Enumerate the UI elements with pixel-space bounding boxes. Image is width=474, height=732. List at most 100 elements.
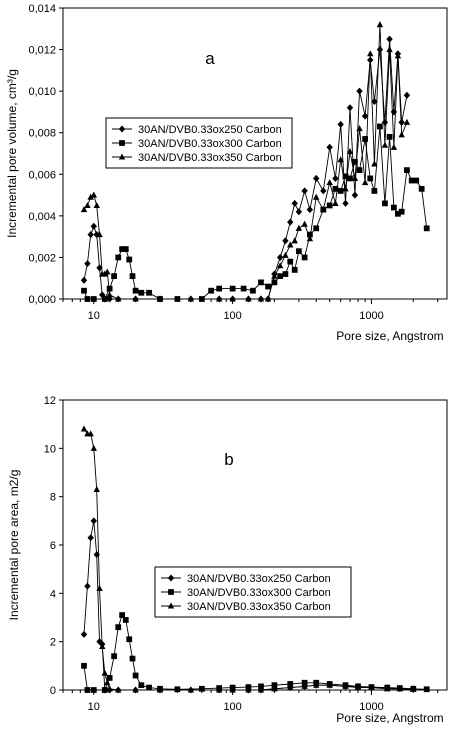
plot-frame	[62, 399, 448, 691]
data-point	[80, 425, 88, 432]
data-point	[215, 686, 223, 693]
y-tick-label: 10	[44, 443, 56, 455]
data-point	[229, 686, 236, 693]
data-point	[337, 156, 344, 163]
data-point	[229, 295, 236, 302]
data-point	[346, 147, 354, 154]
data-point	[351, 191, 359, 199]
data-point	[295, 248, 302, 255]
legend: 30AN/DVB0.33ox250 Carbon 30AN/DVB0.33ox30…	[154, 566, 352, 618]
data-point	[271, 682, 278, 689]
data-point	[306, 206, 314, 214]
y-tick-label: 0,012	[28, 45, 56, 57]
data-point	[276, 253, 284, 261]
data-point	[257, 686, 265, 693]
data-point	[90, 517, 97, 525]
data-point	[119, 246, 126, 252]
data-point	[84, 260, 91, 268]
x-tick-label: 10	[88, 701, 100, 713]
y-tick-label: 8	[50, 492, 56, 504]
data-point	[301, 220, 308, 227]
data-point	[382, 200, 388, 207]
y-tick-label: 4	[50, 588, 56, 600]
data-point	[287, 218, 294, 226]
data-point	[271, 685, 278, 692]
data-point	[398, 208, 405, 215]
data-point	[87, 193, 94, 200]
y-tick-label: 0,014	[28, 3, 56, 15]
x-tick-label: 100	[223, 310, 241, 322]
legend-label: 30AN/DVB0.33ox250 Carbon	[187, 573, 331, 585]
chart-panel-b: 0 2 4 6 8 10 12 10 100 1000 Incremental pore area,…	[7, 395, 448, 725]
data-point	[398, 131, 405, 138]
data-point	[87, 231, 94, 239]
data-point	[423, 686, 430, 693]
data-point	[208, 287, 215, 294]
data-point	[104, 679, 111, 686]
series-2	[81, 612, 430, 693]
data-point	[80, 630, 88, 638]
data-point	[313, 193, 320, 200]
data-point	[384, 685, 391, 692]
data-point	[81, 287, 87, 294]
data-point	[96, 231, 103, 238]
data-point	[80, 206, 88, 213]
data-point	[396, 685, 404, 692]
data-point	[90, 191, 97, 198]
legend-marker	[167, 602, 175, 609]
data-point	[403, 118, 411, 125]
data-point	[101, 669, 108, 676]
data-point	[306, 231, 313, 238]
series-3	[80, 21, 411, 302]
data-point	[282, 237, 289, 245]
data-point	[352, 158, 358, 165]
data-point	[276, 262, 284, 269]
data-point	[146, 289, 152, 296]
data-point	[291, 237, 298, 244]
y-tick-label: 0,006	[28, 169, 56, 181]
data-point	[215, 295, 223, 302]
data-point	[122, 617, 129, 623]
data-point	[240, 285, 247, 292]
y-tick-label: 0	[50, 685, 56, 697]
data-point	[313, 681, 320, 688]
data-point	[84, 687, 91, 693]
data-point	[115, 624, 122, 631]
data-point	[301, 187, 308, 195]
series-line	[83, 614, 427, 691]
data-point	[138, 682, 145, 689]
data-point	[111, 653, 117, 660]
data-point	[282, 251, 289, 258]
data-point	[301, 254, 308, 261]
data-point	[287, 258, 294, 265]
data-point	[376, 21, 384, 28]
data-point	[93, 485, 100, 492]
data-point	[398, 118, 405, 126]
data-point	[332, 199, 339, 206]
data-point	[423, 225, 430, 232]
x-tick-label: 100	[223, 701, 241, 713]
data-point	[115, 686, 122, 693]
legend-marker	[118, 153, 126, 160]
data-point	[403, 91, 411, 99]
data-point	[115, 254, 122, 261]
data-point	[291, 199, 298, 207]
data-point	[84, 296, 91, 302]
panel-label: b	[224, 450, 233, 469]
data-point	[106, 295, 113, 303]
data-point	[277, 273, 284, 280]
data-point	[390, 143, 398, 150]
data-point	[326, 202, 333, 209]
data-point	[332, 185, 339, 192]
data-point	[313, 174, 320, 182]
legend-marker	[118, 125, 126, 133]
data-point	[354, 684, 362, 691]
data-point	[126, 256, 133, 263]
data-point	[356, 125, 363, 132]
data-point	[332, 174, 339, 182]
data-point	[301, 682, 308, 689]
data-point	[306, 235, 314, 242]
legend-marker	[119, 140, 125, 146]
data-point	[106, 285, 113, 292]
x-tick-label: 1000	[359, 310, 383, 322]
